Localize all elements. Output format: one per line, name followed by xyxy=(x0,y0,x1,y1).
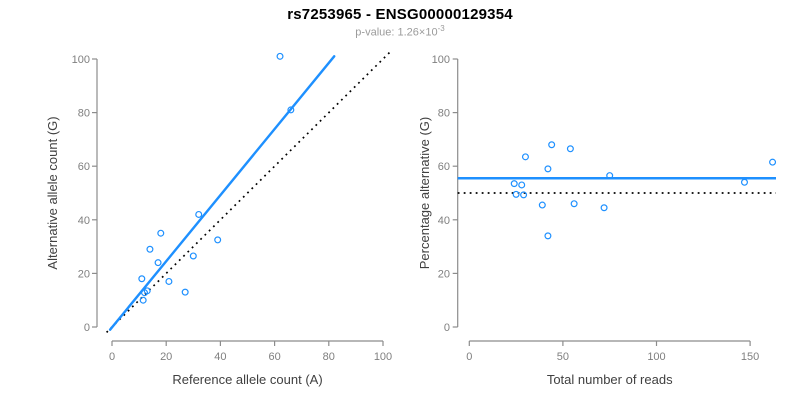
identity-line xyxy=(105,50,392,333)
sample-point xyxy=(138,275,146,283)
regression-line xyxy=(108,55,336,331)
data-points xyxy=(510,141,777,240)
sample-point xyxy=(600,204,608,212)
sample-point xyxy=(189,252,197,260)
sample-point xyxy=(157,229,165,237)
x-tick-label: 0 xyxy=(109,351,115,363)
sample-point xyxy=(570,200,578,208)
sample-point xyxy=(195,210,203,218)
y-tick-label: 20 xyxy=(78,268,90,280)
pvalue-exponent: -3 xyxy=(437,24,445,33)
x-tick-label: 100 xyxy=(647,351,665,363)
sample-point xyxy=(181,288,189,296)
sample-point xyxy=(154,259,162,267)
sample-point xyxy=(566,145,574,153)
sample-point xyxy=(521,153,529,161)
sample-point xyxy=(276,52,284,60)
x-axis-title: Total number of reads xyxy=(547,372,673,387)
y-axis-title: Percentage alternative (G) xyxy=(420,117,432,269)
x-axis: 0 20 40 60 80 100 xyxy=(109,340,392,363)
y-tick-label: 100 xyxy=(72,54,90,66)
x-tick-label: 20 xyxy=(160,351,172,363)
x-tick-label: 50 xyxy=(557,351,569,363)
sample-point xyxy=(520,191,528,199)
x-tick-label: 80 xyxy=(323,351,335,363)
y-axis: 0 20 40 60 80 100 xyxy=(72,54,98,334)
sample-point xyxy=(146,245,154,253)
y-tick-label: 40 xyxy=(78,215,90,227)
y-tick-label: 80 xyxy=(78,108,90,120)
sample-point xyxy=(141,289,149,297)
sample-point xyxy=(544,165,552,173)
sample-point xyxy=(740,178,748,186)
y-tick-label: 20 xyxy=(438,268,450,280)
y-tick-label: 80 xyxy=(438,108,450,120)
sample-point xyxy=(548,141,556,149)
y-tick-label: 40 xyxy=(438,215,450,227)
y-axis-title: Alternative allele count (G) xyxy=(45,116,60,269)
y-tick-label: 60 xyxy=(78,161,90,173)
x-tick-label: 40 xyxy=(214,351,226,363)
y-tick-label: 0 xyxy=(444,322,450,334)
x-tick-label: 150 xyxy=(741,351,759,363)
scatter-plot-reads-vs-percentage: 0 20 40 60 80 100 0 50 100 150 Total number of rea… xyxy=(420,54,777,387)
y-tick-label: 0 xyxy=(84,322,90,334)
sample-point xyxy=(214,236,222,244)
sample-point xyxy=(287,106,295,114)
sample-point xyxy=(769,158,777,166)
sample-point xyxy=(510,180,518,188)
x-axis: 0 50 100 150 xyxy=(466,340,759,363)
y-axis: 0 20 40 60 80 100 xyxy=(432,54,459,334)
x-axis-title: Reference allele count (A) xyxy=(172,372,322,387)
sample-point xyxy=(538,201,546,209)
sample-point xyxy=(606,172,614,180)
sample-point xyxy=(165,277,173,285)
y-tick-label: 60 xyxy=(438,161,450,173)
x-tick-label: 60 xyxy=(268,351,280,363)
sample-point xyxy=(518,181,526,189)
x-tick-label: 100 xyxy=(374,351,392,363)
y-tick-label: 100 xyxy=(432,54,450,66)
pvalue-text: p-value: 1.26×10 xyxy=(355,26,438,39)
sample-point xyxy=(139,296,147,304)
scatter-plot-ref-vs-alt: 0 20 40 60 80 100 0 20 40 60 80 100 Reference allele… xyxy=(45,50,392,387)
figure-subtitle: p-value: 1.26×10-3 xyxy=(0,24,800,39)
sample-point xyxy=(544,232,552,240)
figure-title: rs7253965 - ENSG00000129354 xyxy=(287,6,513,23)
x-tick-label: 0 xyxy=(466,351,472,363)
data-points xyxy=(138,52,295,304)
sample-point xyxy=(512,190,520,198)
